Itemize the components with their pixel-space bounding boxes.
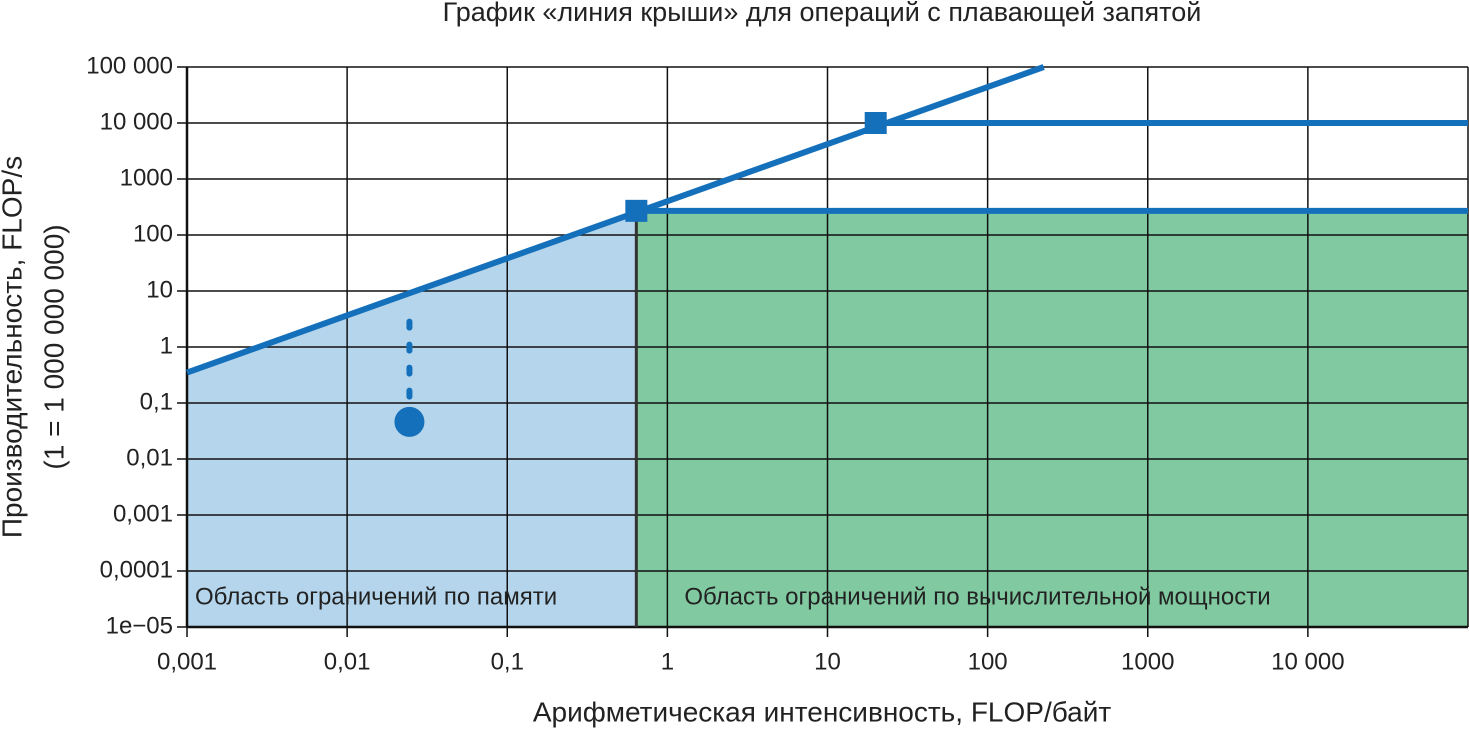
region — [636, 210, 1468, 627]
y-axis-label-note: (1 = 1 000 000 000) — [38, 224, 69, 469]
y-tick-label: 100 — [133, 220, 173, 247]
y-tick-label: 1e−05 — [106, 612, 173, 639]
x-tick-label: 1000 — [1121, 648, 1174, 675]
y-axis-label: Производительность, FLOP/s — [0, 156, 27, 538]
chart-title: График «линия крыши» для операций с плав… — [443, 0, 1202, 27]
x-tick-label: 10 — [814, 648, 841, 675]
x-tick-label: 0,1 — [491, 648, 524, 675]
marker — [864, 112, 887, 134]
y-tick-label: 0,01 — [126, 444, 173, 471]
x-tick-label: 0,01 — [324, 648, 371, 675]
marker — [625, 199, 648, 222]
x-tick-label: 10 000 — [1271, 648, 1344, 675]
y-tick-label: 0,1 — [140, 388, 173, 415]
y-tick-label: 1000 — [120, 164, 173, 191]
y-tick-label: 0,001 — [113, 500, 173, 527]
x-axis-label: Арифметическая интенсивность, FLOP/байт — [533, 696, 1112, 727]
y-tick-label: 10 — [146, 276, 173, 303]
y-tick-label: 1 — [160, 332, 173, 359]
x-tick-label: 100 — [968, 648, 1008, 675]
line — [185, 64, 1045, 376]
y-tick-label: 0,0001 — [100, 556, 173, 583]
y-tick-label: 100 000 — [86, 52, 173, 79]
x-tick-label: 1 — [661, 648, 674, 675]
region-label: Область ограничений по вычислительной мо… — [684, 583, 1270, 610]
y-tick-label: 10 000 — [100, 108, 173, 135]
x-tick-label: 0,001 — [157, 648, 217, 675]
marker — [394, 406, 425, 437]
region-label: Область ограничений по памяти — [195, 583, 557, 610]
